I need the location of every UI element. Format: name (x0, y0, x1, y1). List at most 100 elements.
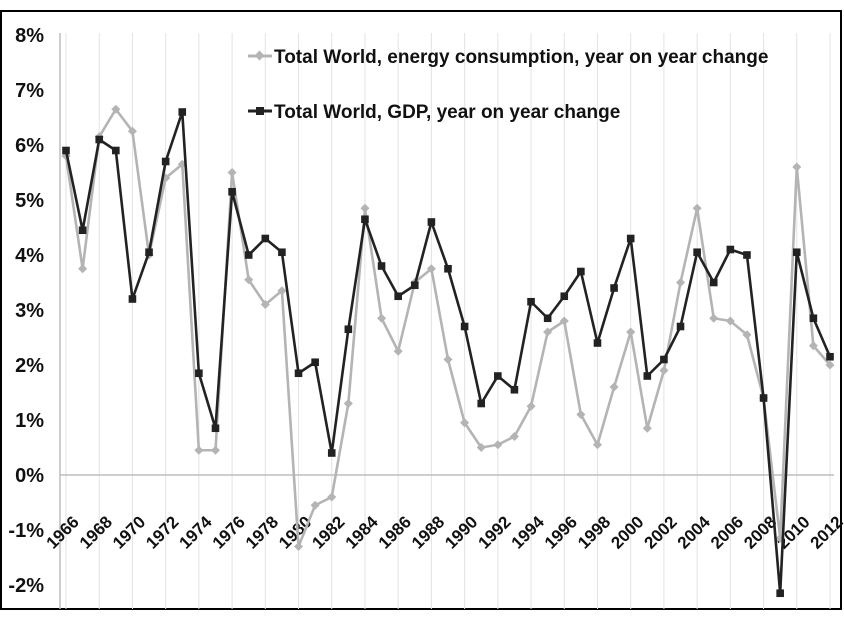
gdp-point (311, 358, 319, 367)
gdp-point (261, 234, 270, 243)
chart-frame (0, 10, 842, 610)
grid-lines (65, 33, 831, 609)
x-tick-label: 1970 (109, 512, 149, 552)
gdp-point (228, 187, 236, 196)
gdp-point (377, 262, 386, 270)
energy-point (194, 445, 204, 455)
gdp-point (743, 251, 751, 259)
gdp-point (593, 339, 602, 347)
gdp-point (460, 322, 469, 331)
energy-point (127, 126, 137, 136)
gdp-point (610, 284, 618, 292)
gdp-point (676, 322, 685, 331)
x-tick-label: 1982 (308, 512, 348, 552)
series-group (61, 104, 835, 598)
gdp-point (278, 248, 286, 257)
gdp-point (195, 369, 203, 378)
gdp-point (294, 369, 303, 378)
x-tick-label: 1996 (541, 512, 581, 552)
gdp-point (394, 292, 402, 301)
y-tick-label: 7% (15, 80, 44, 102)
energy-point (642, 423, 652, 433)
x-tick-label: 1998 (574, 512, 614, 552)
energy-point (609, 382, 619, 392)
energy-point (244, 275, 254, 285)
energy-point (659, 365, 669, 376)
x-tick-label: 1990 (441, 512, 481, 552)
gdp-point (709, 278, 718, 287)
x-tick-label: 2004 (674, 512, 715, 553)
gdp-point (759, 394, 768, 402)
y-axis-tick-labels: 8% 7% 6% 5% 4% 3% 2% 1% 0% -1% -2% (8, 25, 44, 597)
gdp-point (327, 449, 336, 457)
gdp-point (128, 295, 137, 303)
legend-marker-energy (254, 50, 265, 61)
y-tick-label: 5% (15, 190, 44, 212)
gdp-point (95, 135, 104, 144)
gdp-point (776, 589, 784, 598)
gdp-point (361, 215, 369, 224)
legend-item-energy: Total World, energy consumption, year on… (248, 47, 768, 68)
gdp-point (643, 372, 652, 380)
y-tick-label: 2% (15, 355, 44, 377)
x-tick-label: 2006 (707, 512, 747, 552)
x-tick-label: 1984 (342, 512, 383, 553)
energy-point (360, 203, 370, 213)
gdp-point (477, 399, 486, 408)
gdp-point (410, 281, 419, 290)
x-tick-label: 1974 (176, 512, 217, 553)
gdp-point (577, 267, 585, 276)
energy-point (210, 445, 221, 455)
energy-point (526, 401, 536, 411)
gdp-point (444, 264, 452, 273)
y-tick-label: -1% (8, 520, 44, 542)
gdp-point (693, 248, 701, 257)
energy-point (509, 431, 519, 442)
legend-label-gdp: Total World, GDP, year on year change (274, 102, 620, 123)
gdp-point (344, 325, 353, 334)
energy-point (675, 277, 686, 288)
legend-label-energy: Total World, energy consumption, year on… (274, 47, 768, 68)
gdp-point (560, 292, 569, 301)
x-tick-label: 1986 (375, 512, 415, 552)
x-tick-label: 2002 (641, 512, 681, 552)
gdp-point (826, 352, 834, 361)
y-tick-label: 1% (15, 410, 44, 432)
gdp-point (494, 372, 502, 380)
gdp-point (626, 234, 635, 243)
y-tick-label: 8% (15, 25, 44, 47)
gdp-point (78, 226, 87, 235)
energy-point (792, 162, 802, 172)
legend: Total World, energy consumption, year on… (248, 47, 768, 123)
x-tick-label: 1976 (209, 512, 249, 552)
legend-item-gdp: Total World, GDP, year on year change (248, 102, 620, 123)
y-tick-label: 0% (15, 465, 44, 487)
x-tick-label: 1966 (43, 512, 83, 552)
energy-point (343, 398, 353, 409)
energy-point (626, 327, 636, 337)
gdp-point (161, 157, 170, 166)
gdp-point (726, 245, 735, 254)
energy-point (78, 264, 88, 274)
gdp-point (543, 314, 552, 323)
y-tick-label: 3% (15, 300, 44, 322)
y-tick-label: 6% (15, 135, 44, 157)
energy-point (709, 313, 719, 323)
gdp-point (660, 355, 668, 364)
gdp-point (527, 297, 535, 306)
gdp-point (145, 248, 153, 257)
energy-point (327, 492, 337, 502)
gdp-point (62, 146, 70, 155)
energy-point (227, 167, 237, 178)
energy-point (493, 440, 503, 450)
x-tick-label: 1992 (474, 512, 514, 552)
x-axis-tick-labels: 1966196819701972197419761978198019821984… (43, 512, 844, 553)
energy-point (111, 104, 121, 114)
gdp-point (211, 424, 220, 433)
x-tick-label: 1978 (242, 512, 282, 552)
x-tick-label: 2000 (607, 512, 647, 552)
gdp-point (809, 314, 818, 323)
x-tick-label: 1988 (408, 512, 448, 552)
series-line-energy (64, 107, 831, 548)
